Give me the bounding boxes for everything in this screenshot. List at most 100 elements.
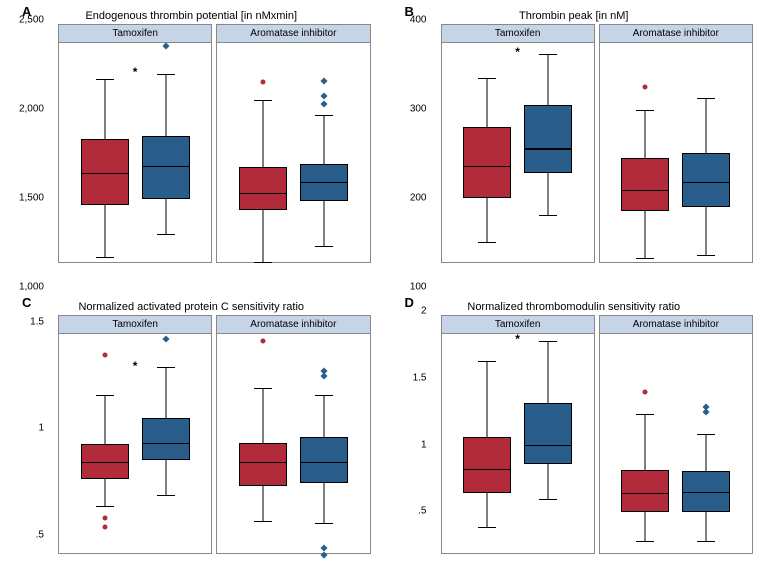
whisker-cap [254, 521, 272, 522]
panel-c: C Normalized activated protein C sensiti… [0, 291, 383, 582]
box [463, 127, 511, 198]
box [463, 437, 511, 493]
whisker-cap [315, 395, 333, 396]
y-tick-label: 1 [421, 439, 427, 450]
y-tick-label: 2,000 [19, 104, 44, 115]
subplots: Tamoxifen* Aromatase inhibitor [439, 24, 756, 263]
bottom-row: C Normalized activated protein C sensiti… [0, 291, 765, 582]
panel-title: Normalized activated protein C sensitivi… [4, 301, 379, 313]
plot-area: * [442, 334, 594, 553]
subplot: Aromatase inhibitor [216, 315, 370, 554]
y-tick-label: 1 [38, 423, 44, 434]
plot-area [600, 43, 752, 262]
median [682, 492, 730, 494]
median [524, 445, 572, 447]
box-rect [463, 437, 511, 493]
box [239, 443, 287, 487]
whisker-cap [315, 523, 333, 524]
whisker-cap [539, 499, 557, 500]
whisker-cap [157, 234, 175, 235]
median [621, 190, 669, 192]
subplots: Tamoxifen* Aromatase inhibitor [56, 315, 373, 554]
subplot-header: Aromatase inhibitor [600, 25, 752, 43]
y-tick-label: 400 [410, 15, 427, 26]
whisker-cap [697, 98, 715, 99]
box-rect [621, 470, 669, 513]
panel-d: D Normalized thrombomodulin sensitivity … [383, 291, 765, 582]
subplot-header: Aromatase inhibitor [217, 25, 369, 43]
box-rect [300, 437, 348, 483]
plot-area [217, 334, 369, 553]
box [239, 167, 287, 210]
whisker-cap [254, 100, 272, 101]
whisker-cap [478, 361, 496, 362]
outlier [643, 390, 648, 395]
whisker-cap [315, 115, 333, 116]
outlier [162, 336, 169, 343]
median [239, 462, 287, 464]
median [300, 462, 348, 464]
whisker-cap [697, 434, 715, 435]
box-rect [463, 127, 511, 198]
box [142, 136, 190, 199]
median [524, 148, 572, 150]
whisker-cap [636, 541, 654, 542]
whisker-cap [539, 215, 557, 216]
y-tick-label: 1.5 [30, 316, 44, 327]
outlier [102, 524, 107, 529]
y-tick-label: .5 [418, 506, 426, 517]
subplot: Aromatase inhibitor [599, 315, 753, 554]
subplot-header: Tamoxifen [442, 25, 594, 43]
plot-area [217, 43, 369, 262]
panel-b: B Thrombin peak [in nM] 100200300400 Tam… [383, 0, 765, 291]
median [81, 462, 129, 464]
y-axis: .511.5 [0, 311, 50, 578]
whisker-cap [478, 78, 496, 79]
median [463, 469, 511, 471]
y-tick-label: 200 [410, 193, 427, 204]
plot-area: * [59, 334, 211, 553]
box-rect [621, 158, 669, 211]
whisker-cap [539, 341, 557, 342]
outlier [102, 515, 107, 520]
subplot-header: Aromatase inhibitor [217, 316, 369, 334]
whisker-cap [478, 527, 496, 528]
box [142, 418, 190, 460]
subplot-header: Tamoxifen [59, 316, 211, 334]
box [81, 444, 129, 479]
subplots: Tamoxifen*Aromatase inhibitor [439, 315, 756, 554]
y-axis: 1,0001,5002,0002,500 [0, 20, 50, 287]
subplot: Tamoxifen* [58, 315, 212, 554]
box [524, 105, 572, 173]
whisker-cap [157, 495, 175, 496]
outlier [320, 77, 327, 84]
median [142, 443, 190, 445]
panel-title: Endogenous thrombin potential [in nMxmin… [4, 10, 379, 22]
y-tick-label: 1.5 [413, 372, 427, 383]
median [300, 182, 348, 184]
box [682, 153, 730, 207]
box-rect [524, 105, 572, 173]
box-rect [142, 136, 190, 199]
whisker-cap [697, 255, 715, 256]
significance-marker: * [515, 332, 520, 346]
outlier [260, 80, 265, 85]
subplot: Tamoxifen* [58, 24, 212, 263]
whisker-cap [96, 506, 114, 507]
median [621, 493, 669, 495]
box [300, 164, 348, 200]
box-rect [524, 403, 572, 464]
subplot: Aromatase inhibitor [216, 24, 370, 263]
whisker-cap [478, 242, 496, 243]
whisker-cap [315, 246, 333, 247]
median [463, 166, 511, 168]
y-tick-label: 2 [421, 306, 427, 317]
median [682, 182, 730, 184]
plot-area: * [442, 43, 594, 262]
subplot: Aromatase inhibitor [599, 24, 753, 263]
subplot-header: Tamoxifen [59, 25, 211, 43]
y-tick-label: 300 [410, 104, 427, 115]
panel-a: A Endogenous thrombin potential [in nMxm… [0, 0, 383, 291]
outlier [320, 544, 327, 551]
outlier [102, 353, 107, 358]
